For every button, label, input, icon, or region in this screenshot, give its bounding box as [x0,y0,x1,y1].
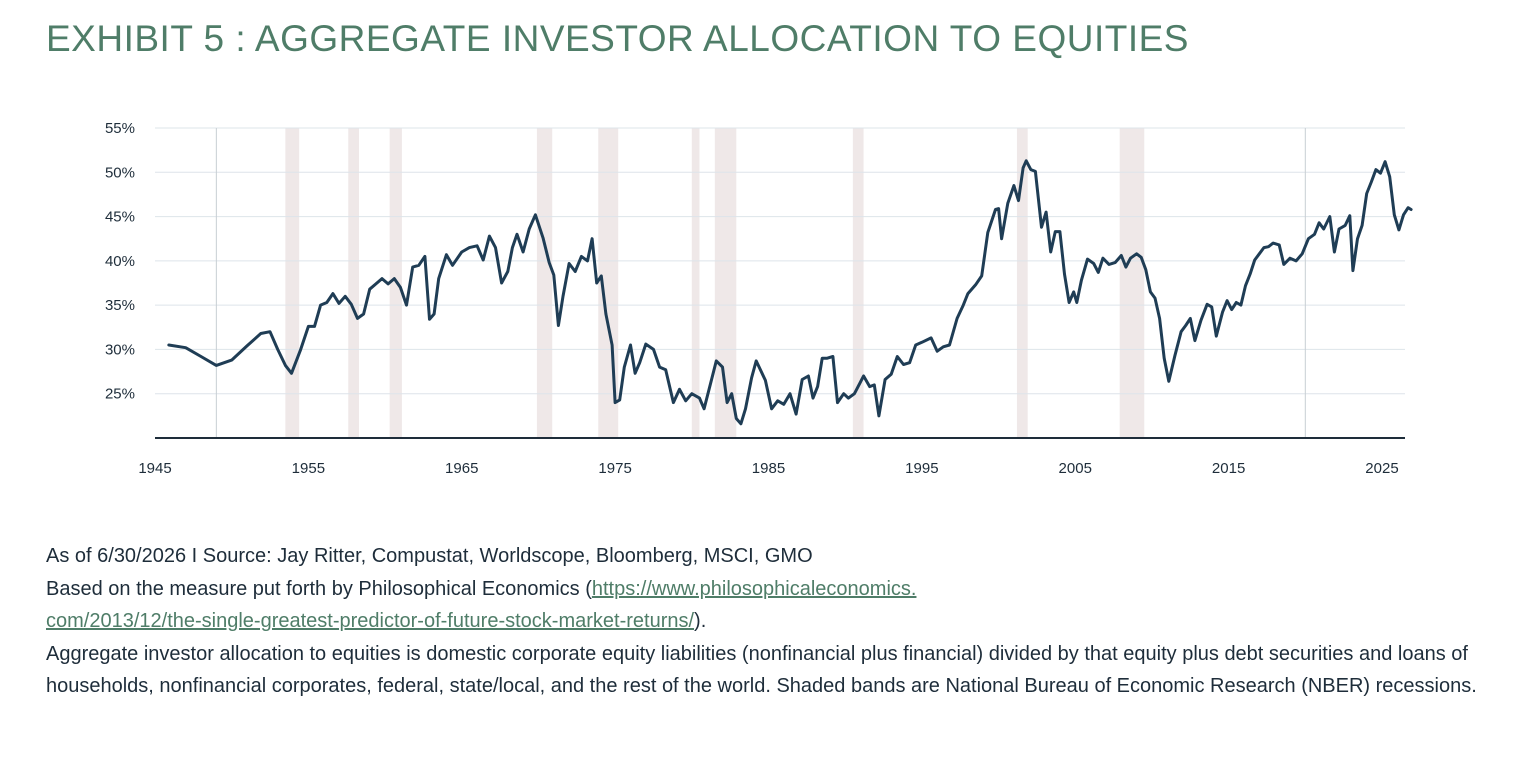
y-tick-label: 30% [105,341,135,358]
source-link-part-1[interactable]: https://www.philosophicaleconomics. [591,577,917,600]
y-tick-label: 55% [105,120,135,137]
methodology-note: Based on the measure put forth by Philos… [46,573,1486,606]
y-tick-label: 25% [105,386,135,403]
reference-lines [215,128,1306,438]
recession-band-3 [536,128,553,438]
x-tick-label: 1955 [292,460,325,477]
source-note: As of 6/30/2026 I Source: Jay Ritter, Co… [46,545,813,567]
recession-band-0 [285,128,300,438]
y-tick-label: 50% [105,164,135,181]
x-tick-label: 1995 [905,460,938,477]
chart-title: EXHIBIT 5 : AGGREGATE INVESTOR ALLOCATIO… [46,18,1189,59]
recession-band-1 [348,128,359,438]
x-tick-label: 2025 [1365,460,1398,477]
recession-band-6 [714,128,737,438]
methodology-note-cont: com/2013/12/the-single-greatest-predicto… [46,605,1486,638]
x-tick-label: 1965 [445,460,478,477]
x-tick-label: 1975 [598,460,631,477]
x-tick-label: 2015 [1212,460,1245,477]
x-tick-label: 1985 [752,460,785,477]
chart-notes: As of 6/30/2026 I Source: Jay Ritter, Co… [46,540,1486,703]
y-tick-label: 45% [105,209,135,226]
recession-band-5 [691,128,700,438]
methodology-prefix: Based on the measure put forth by Philos… [46,577,592,600]
y-tick-label: 35% [105,297,135,314]
series-line-0 [167,159,1413,426]
gridlines [155,127,1405,395]
recession-band-9 [1119,128,1145,438]
definition-note: Aggregate investor allocation to equitie… [46,642,1477,698]
recession-bands [285,128,1145,438]
x-tick-label: 1945 [138,460,171,477]
y-tick-label: 40% [105,253,135,270]
series-layer [167,159,1413,426]
axes: 25% 30% 35% 40% 45% 50% 55% 1945 1955 1965 1975 198… [105,120,1405,477]
x-tick-label: 2005 [1059,460,1092,477]
recession-band-7 [852,128,864,438]
source-link-part-2[interactable]: com/2013/12/the-single-greatest-predicto… [46,610,695,632]
line-chart: 25% 30% 35% 40% 45% 50% 55% 1945 1955 1965 1975 198… [105,120,1413,477]
methodology-suffix: ). [694,610,707,632]
recession-band-8 [1016,128,1028,438]
